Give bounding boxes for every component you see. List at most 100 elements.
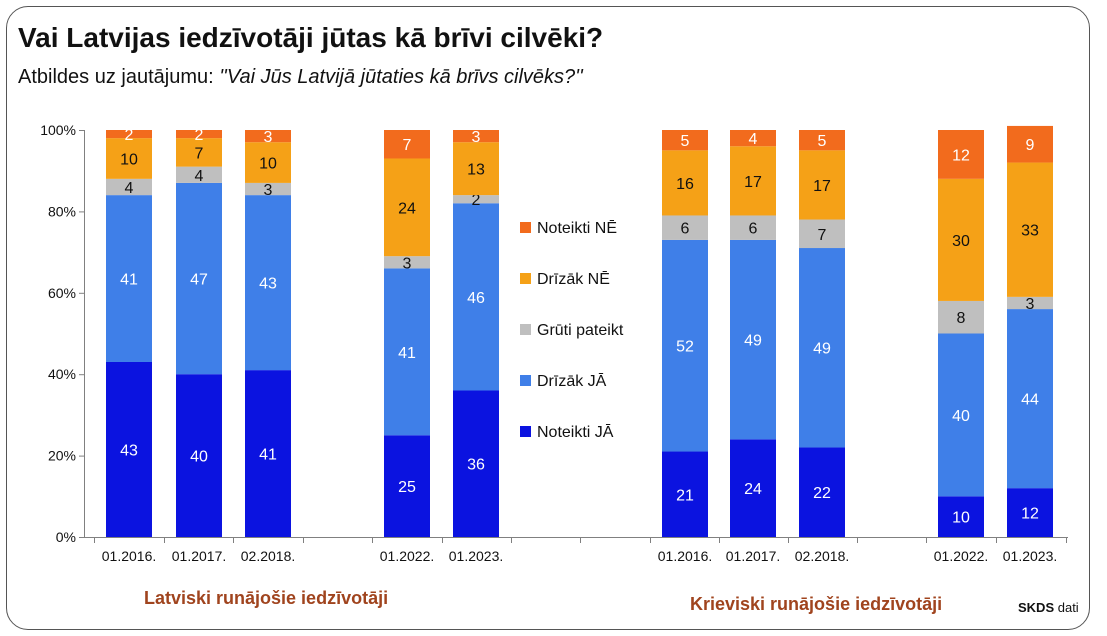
data-label: 3 (472, 129, 481, 146)
data-label: 12 (1021, 506, 1039, 523)
data-label: 21 (676, 487, 694, 504)
bar-segment (453, 130, 499, 143)
y-tick-label: 100% (40, 122, 76, 138)
data-label: 41 (259, 447, 277, 464)
legend-swatch (520, 426, 531, 438)
data-label: 43 (120, 442, 138, 459)
data-label: 2 (125, 127, 134, 144)
y-tick-label: 40% (48, 366, 76, 382)
bar-segment (106, 195, 152, 362)
bar-segment (1007, 162, 1053, 297)
legend-item: Drīzāk JĀ (520, 373, 606, 391)
data-label: 10 (952, 510, 970, 527)
data-label: 10 (120, 151, 138, 168)
bar-segment (106, 138, 152, 179)
data-label: 3 (1026, 296, 1035, 313)
bar-segment (453, 390, 499, 537)
y-tick-label: 60% (48, 285, 76, 301)
bar-segment (730, 239, 776, 440)
legend-label: Noteikti JĀ (537, 424, 614, 441)
x-tick-label: 01.2016. (658, 548, 713, 564)
data-label: 52 (676, 339, 694, 356)
legend-item: Grūti pateikt (520, 322, 623, 340)
bar-segment (384, 130, 430, 159)
group-label-russian: Krieviski runājošie iedzīvotāji (690, 594, 943, 614)
bar-segment (245, 142, 291, 183)
subtitle-question: ''Vai Jūs Latvijā jūtaties kā brīvs cilv… (219, 66, 583, 88)
data-label: 17 (813, 178, 831, 195)
legend-swatch (520, 375, 531, 387)
bar-segment (662, 130, 708, 151)
legend-item: Noteikti JĀ (520, 424, 613, 442)
bar-segment (1007, 296, 1053, 310)
x-tick-label: 01.2017. (172, 548, 227, 564)
legend-item: Drīzāk NĒ (520, 271, 610, 289)
data-label: 43 (259, 276, 277, 293)
bar-segment (106, 130, 152, 139)
data-label: 3 (403, 255, 412, 272)
data-label: 49 (813, 341, 831, 358)
data-label: 24 (744, 481, 762, 498)
bar-segment (938, 496, 984, 537)
bar-segment (799, 130, 845, 151)
x-tick-label: 02.2018. (795, 548, 850, 564)
x-tick-label: 01.2023. (449, 548, 504, 564)
bar-segment (938, 178, 984, 301)
bar-segment (384, 256, 430, 269)
data-label: 6 (749, 221, 758, 238)
source-suffix: dati (1054, 600, 1079, 615)
bar-segment (1007, 309, 1053, 489)
chart-title: Vai Latvijas iedzīvotāji jūtas kā brīvi … (18, 22, 604, 53)
data-label: 7 (818, 227, 827, 244)
data-label: 7 (195, 145, 204, 162)
subtitle-prefix: Atbildes uz jautājumu: (18, 66, 220, 88)
x-tick-label: 01.2017. (726, 548, 781, 564)
x-tick-label: 02.2018. (241, 548, 296, 564)
data-label: 22 (813, 485, 831, 502)
data-label: 30 (952, 233, 970, 250)
bar-segment (176, 374, 222, 537)
data-label: 33 (1021, 223, 1039, 240)
bar-segment (245, 130, 291, 143)
bar-segment (245, 370, 291, 537)
data-label: 13 (467, 162, 485, 179)
bar-segment (453, 142, 499, 196)
bar-segment (799, 219, 845, 249)
data-label: 49 (744, 333, 762, 350)
y-tick-label: 20% (48, 448, 76, 464)
legend-item: Noteikti NĒ (520, 220, 617, 238)
data-label: 4 (125, 180, 134, 197)
bar-segment (176, 182, 222, 375)
legend-label: Drīzāk NĒ (537, 271, 610, 288)
bar-segment (799, 150, 845, 220)
data-label: 12 (952, 147, 970, 164)
legend-label: Drīzāk JĀ (537, 373, 607, 390)
source-note: SKDS dati (1018, 600, 1079, 615)
data-label: 2 (472, 192, 481, 209)
data-label: 36 (467, 457, 485, 474)
data-label: 41 (120, 272, 138, 289)
y-tick-label: 80% (48, 203, 76, 219)
legend-label: Noteikti NĒ (537, 220, 618, 237)
bar-segment (1007, 488, 1053, 537)
data-label: 5 (681, 133, 690, 150)
data-label: 6 (681, 221, 690, 238)
data-label: 25 (398, 479, 416, 496)
data-label: 4 (749, 131, 758, 148)
y-tick-label: 0% (56, 529, 76, 545)
group-label-latvian: Latviski runājošie iedzīvotāji (144, 588, 389, 608)
bar-segment (176, 138, 222, 167)
data-label: 4 (195, 168, 204, 185)
bar-segment (384, 158, 430, 257)
data-label: 44 (1021, 392, 1039, 409)
data-label: 24 (398, 200, 416, 217)
source-brand: SKDS (1018, 600, 1055, 615)
bar-segment (384, 268, 430, 436)
bar-segment (384, 435, 430, 537)
data-label: 40 (190, 449, 208, 466)
legend-label: Grūti pateikt (537, 322, 624, 339)
bar-segment (730, 439, 776, 537)
bar-segment (245, 195, 291, 371)
bar-segment (730, 130, 776, 147)
